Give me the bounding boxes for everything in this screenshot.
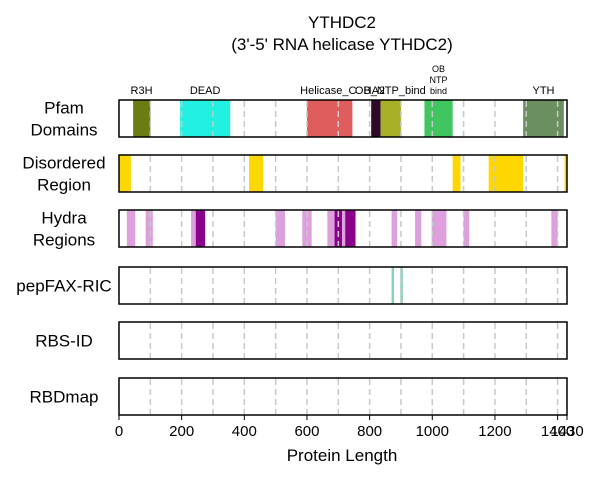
- x-tick-label: 800: [357, 423, 382, 440]
- domain-label: bind: [430, 86, 447, 96]
- chart-title: YTHDC2: [308, 13, 376, 32]
- row-label: RBDmap: [30, 388, 99, 407]
- x-tick-label: 400: [232, 423, 257, 440]
- track-segment: [391, 267, 395, 304]
- track-segment: [371, 100, 381, 137]
- track-row: RBS-ID: [35, 321, 568, 360]
- x-tick-label: 200: [169, 423, 194, 440]
- track-segment: [302, 210, 312, 247]
- x-tick-label: 1200: [478, 423, 511, 440]
- track-row: RBDmap: [30, 377, 568, 416]
- track-segment: [415, 210, 422, 247]
- track-segment: [306, 100, 353, 137]
- x-tick-label: 0: [115, 423, 123, 440]
- track-segment: [133, 100, 151, 137]
- x-tick-label: 600: [294, 423, 319, 440]
- row-label: Disordered: [22, 154, 105, 173]
- track-segment: [400, 267, 403, 304]
- track-segment: [424, 100, 453, 137]
- row-label: Regions: [33, 231, 95, 250]
- track-segment: [119, 155, 131, 192]
- x-tick-label: 1400: [541, 423, 574, 440]
- track-segment: [191, 210, 196, 247]
- track-segment: [380, 100, 401, 137]
- row-label: Domains: [30, 121, 97, 140]
- track-frame: [118, 154, 568, 193]
- track-segment: [327, 210, 335, 247]
- track-segment: [391, 210, 398, 247]
- track-row: pepFAX-RIC: [16, 266, 568, 305]
- track-frame: [118, 321, 568, 360]
- track-segment: [180, 100, 231, 137]
- track-row: Pfam Domains R3H DEAD Helicase_C HA2OB_NTP_bi…: [30, 64, 568, 140]
- track-segment: [275, 210, 286, 247]
- x-axis-label: Protein Length: [287, 446, 398, 465]
- track-segment: [334, 210, 343, 247]
- track-segment: [488, 155, 524, 192]
- track-segment: [249, 155, 264, 192]
- domain-label: HA2: [364, 85, 385, 97]
- row-label: Region: [37, 176, 91, 195]
- track-segment: [195, 210, 206, 247]
- domain-label: R3H: [131, 85, 153, 97]
- domain-label: DEAD: [190, 85, 221, 97]
- track-frame: [118, 266, 568, 305]
- row-label: pepFAX-RIC: [16, 277, 111, 296]
- domain-label: OB_NTP_bind: [355, 85, 426, 97]
- track-segment: [564, 155, 567, 192]
- track-segment: [342, 210, 346, 247]
- row-label: Pfam: [44, 99, 84, 118]
- track-segment: [463, 210, 470, 247]
- row-label: Hydra: [41, 209, 87, 228]
- track-segment: [345, 210, 356, 247]
- track-frame: [118, 209, 568, 248]
- domain-label: Helicase_C: [300, 85, 356, 97]
- track-segment: [126, 210, 136, 247]
- track-segment: [551, 210, 558, 247]
- domain-label: OB: [432, 64, 445, 74]
- track-segment: [145, 210, 153, 247]
- chart-subtitle: (3'-5' RNA helicase YTHDC2): [231, 35, 453, 54]
- domain-label: YTH: [533, 85, 555, 97]
- row-label: RBS-ID: [35, 332, 93, 351]
- track-frame: [118, 99, 568, 138]
- domain-label: NTP: [430, 75, 448, 85]
- track-frame: [118, 377, 568, 416]
- x-tick-label: 1000: [416, 423, 449, 440]
- x-tick-label: 1430: [550, 423, 583, 440]
- track-row: Disordered Region: [22, 154, 568, 195]
- track-rows: Pfam Domains R3H DEAD Helicase_C HA2OB_NTP_bi…: [16, 64, 568, 416]
- track-segment: [431, 210, 447, 247]
- track-segment: [452, 155, 461, 192]
- track-row: Hydra Regions: [33, 209, 568, 250]
